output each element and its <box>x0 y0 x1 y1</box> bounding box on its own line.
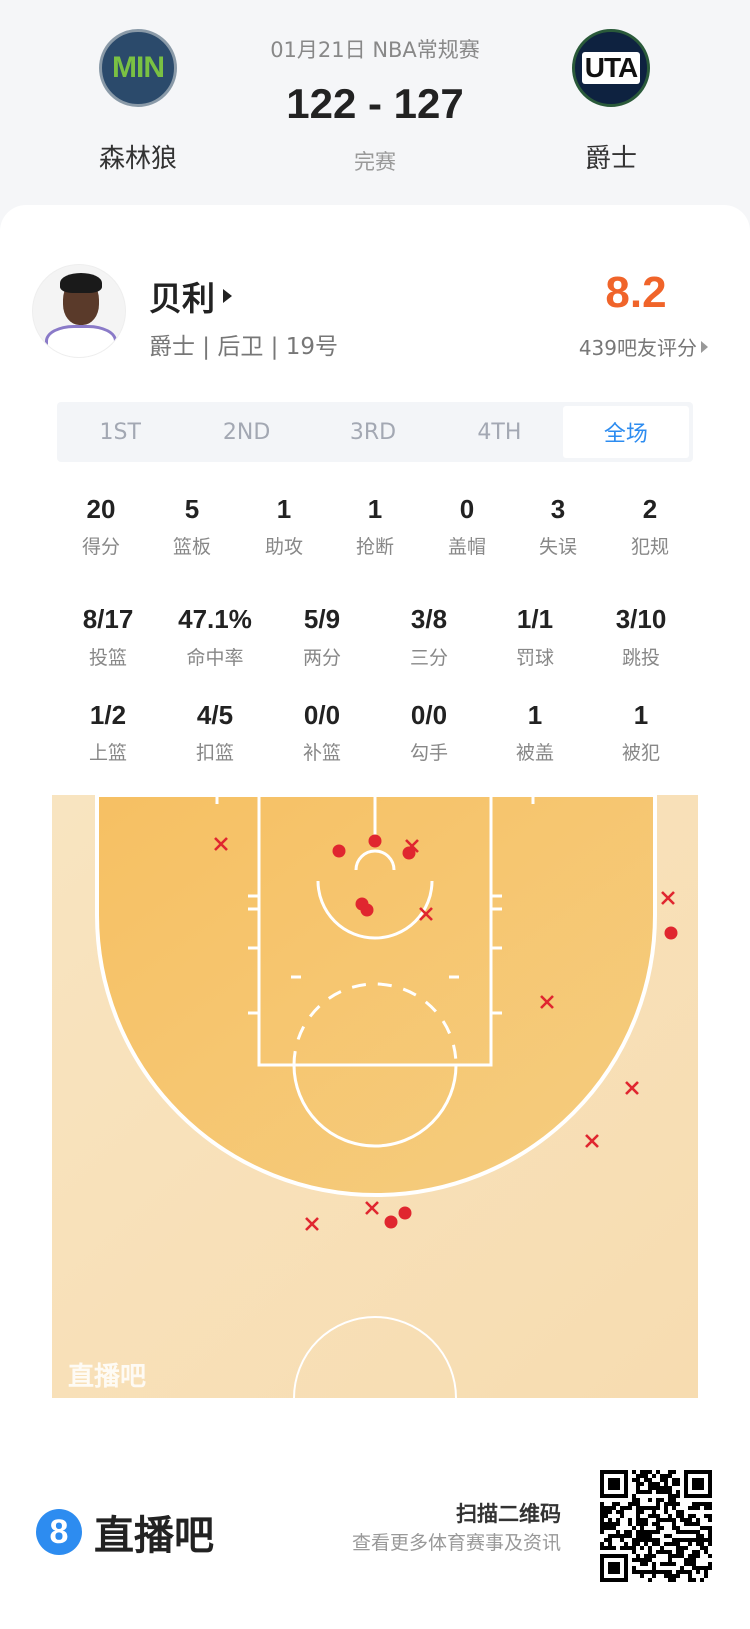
player-avatar[interactable] <box>32 264 126 358</box>
away-team-name[interactable]: 爵士 <box>584 144 638 174</box>
stat-label: 盖帽 <box>447 536 487 558</box>
missed-shot-marker <box>625 1081 639 1095</box>
stat-label: 勾手 <box>409 742 449 764</box>
brand-8-icon: 8 <box>36 1509 82 1555</box>
stat-label: 被犯 <box>621 742 661 764</box>
stat-value: 1/1 <box>516 604 554 634</box>
stat-label: 两分 <box>302 647 342 669</box>
missed-shot-marker <box>661 891 675 905</box>
court-lines <box>215 795 535 1398</box>
three-point-line <box>95 795 657 1197</box>
player-name-link[interactable]: 贝利 <box>149 272 232 320</box>
missed-shot-marker <box>214 837 228 851</box>
stat-label: 上篮 <box>88 742 128 764</box>
stat-value: 3 <box>550 494 566 524</box>
made-shot-marker <box>360 903 374 917</box>
stat-label: 助攻 <box>264 536 304 558</box>
stat-value: 20 <box>86 494 116 524</box>
made-shot-marker <box>368 834 382 848</box>
stat-label: 犯规 <box>630 536 670 558</box>
stat-value: 5/9 <box>303 604 341 634</box>
tab-4th[interactable]: 4TH <box>477 419 522 445</box>
stat-value: 8/17 <box>82 604 134 634</box>
stat-label: 失误 <box>538 536 578 558</box>
match-date-league: 01月21日 NBA常规赛 <box>270 38 480 62</box>
home-team-logo[interactable]: MIN <box>99 29 177 107</box>
tab-full-game[interactable]: 全场 <box>562 406 690 458</box>
rating-count: 439吧友评分 <box>578 336 697 360</box>
stat-value: 1 <box>633 700 649 730</box>
stat-value: 47.1% <box>178 604 252 634</box>
stat-value: 4/5 <box>196 700 234 730</box>
brand-name: 直播吧 <box>94 1513 214 1559</box>
stat-value: 0 <box>459 494 475 524</box>
tab-1st[interactable]: 1ST <box>99 419 141 445</box>
stat-value: 0/0 <box>410 700 448 730</box>
missed-shot-marker <box>405 839 419 853</box>
made-shot-marker <box>398 1206 412 1220</box>
made-shot-marker <box>384 1215 398 1229</box>
match-score: 122 - 127 <box>286 80 464 127</box>
stat-value: 1 <box>367 494 383 524</box>
stat-label: 扣篮 <box>195 742 235 764</box>
stat-label: 抢断 <box>355 536 395 558</box>
rating-count-link[interactable]: 439吧友评分 <box>579 332 708 361</box>
match-status: 完赛 <box>354 150 396 174</box>
stat-value: 1/2 <box>89 700 127 730</box>
missed-shot-marker <box>305 1217 319 1231</box>
tab-3rd[interactable]: 3RD <box>349 419 397 445</box>
caret-right-icon <box>223 289 232 303</box>
scan-qr-title: 扫描二维码 <box>456 1502 561 1526</box>
made-shot-marker <box>402 846 416 860</box>
stat-label: 命中率 <box>186 647 244 669</box>
stat-label: 跳投 <box>621 647 661 669</box>
caret-right-icon <box>701 340 708 353</box>
stat-value: 3/10 <box>615 604 667 634</box>
stat-label: 补篮 <box>302 742 342 764</box>
player-name: 贝利 <box>149 279 215 318</box>
stat-label: 三分 <box>409 647 449 669</box>
stat-value: 5 <box>184 494 200 524</box>
qr-code[interactable] <box>600 1470 712 1582</box>
stat-label: 投篮 <box>88 647 128 669</box>
stat-label: 得分 <box>81 536 121 558</box>
tab-2nd[interactable]: 2ND <box>222 419 271 445</box>
away-team-logo[interactable]: UTA <box>572 29 650 107</box>
missed-shot-marker <box>540 995 554 1009</box>
court-watermark: 直播吧 <box>68 1362 146 1392</box>
stat-value: 3/8 <box>410 604 448 634</box>
stat-label: 篮板 <box>172 536 212 558</box>
made-shot-marker <box>664 926 678 940</box>
stat-label: 罚球 <box>515 647 555 669</box>
stat-value: 1 <box>276 494 292 524</box>
stat-value: 1 <box>527 700 543 730</box>
player-info: 爵士 | 后卫 | 19号 <box>149 334 339 360</box>
home-team-name[interactable]: 森林狼 <box>98 144 178 174</box>
footer-brand-logo[interactable]: 8 直播吧 <box>36 1503 214 1561</box>
missed-shot-marker <box>585 1134 599 1148</box>
stat-value: 2 <box>642 494 658 524</box>
shot-chart: 直播吧 <box>52 795 698 1398</box>
stat-label: 被盖 <box>515 742 555 764</box>
player-rating: 8.2 <box>605 268 667 317</box>
missed-shot-marker <box>419 907 433 921</box>
scan-qr-subtitle: 查看更多体育赛事及资讯 <box>351 1532 561 1554</box>
stat-value: 0/0 <box>303 700 341 730</box>
period-tabs: 1ST 2ND 3RD 4TH 全场 <box>57 402 693 462</box>
missed-shot-marker <box>365 1201 379 1215</box>
made-shot-marker <box>332 844 346 858</box>
